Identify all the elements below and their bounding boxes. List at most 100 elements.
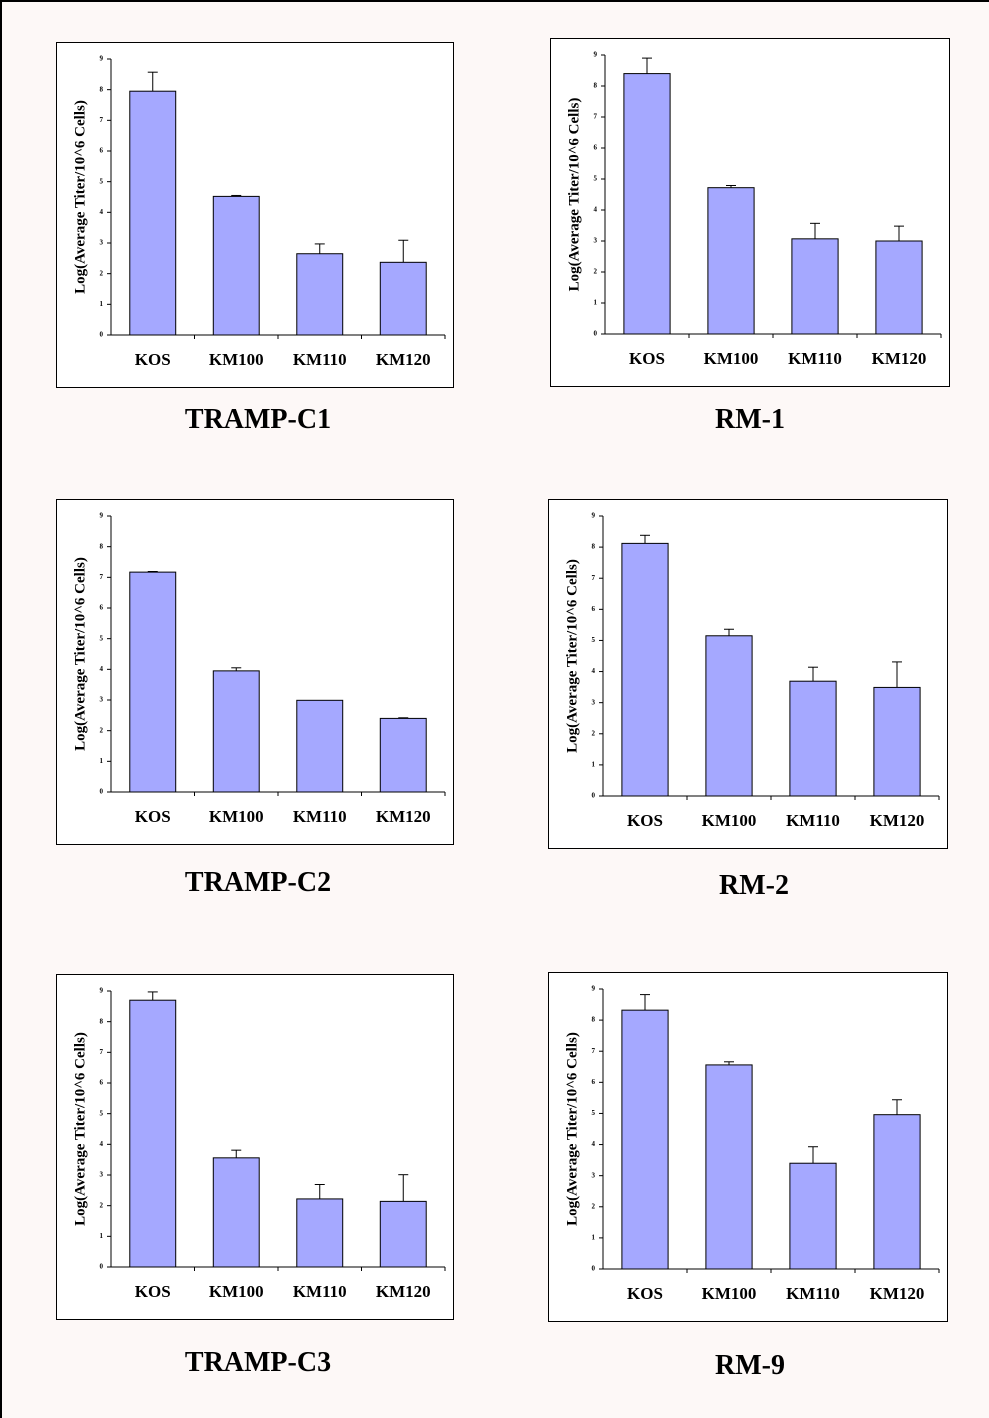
y-tick-label: 1 — [594, 299, 598, 307]
y-tick-label: 3 — [100, 1171, 104, 1179]
y-tick-label: 6 — [100, 147, 104, 155]
chart-rm-1: Log(Average Titer/10^6 Cells) 0 1 2 3 4 5 6 7 8 9 K… — [550, 38, 950, 387]
y-tick-label: 8 — [592, 543, 596, 551]
y-tick-label: 0 — [100, 331, 104, 339]
y-tick-label: 5 — [100, 634, 104, 642]
bar — [379, 717, 427, 793]
chart-caption-rm-1: RM-1 — [715, 404, 785, 435]
y-tick-label: 5 — [592, 636, 596, 644]
x-tick-label: KM100 — [209, 807, 264, 826]
y-tick-label: 2 — [100, 726, 104, 734]
x-tick-label: KM100 — [209, 1282, 264, 1301]
bar — [212, 1157, 260, 1268]
y-tick-label: 7 — [100, 116, 104, 124]
bar — [129, 999, 177, 1268]
x-tick-label: KOS — [135, 350, 171, 369]
chart-svg-tramp-c2: Log(Average Titer/10^6 Cells) 0 1 2 3 4 5 6 7 8 9 K… — [72, 512, 446, 826]
y-tick-label: 4 — [592, 667, 596, 675]
x-tick-label: KM110 — [788, 349, 842, 368]
y-tick-label: 1 — [100, 757, 104, 765]
chart-caption-rm-9: RM-9 — [715, 1350, 785, 1381]
y-tick-label: 7 — [594, 113, 598, 121]
bar — [129, 90, 177, 336]
y-axis-title: Log(Average Titer/10^6 Cells) — [564, 1032, 580, 1226]
y-tick-label: 9 — [100, 987, 104, 995]
y-tick-label: 7 — [100, 573, 104, 581]
chart-svg-rm-1: Log(Average Titer/10^6 Cells) 0 1 2 3 4 5 6 7 8 9 K… — [566, 51, 942, 368]
x-tick-label: KM110 — [786, 811, 840, 830]
x-tick-label: KM120 — [376, 350, 431, 369]
y-tick-label: 3 — [592, 698, 596, 706]
x-tick-label: KM120 — [376, 807, 431, 826]
x-tick-label: KM120 — [872, 349, 927, 368]
y-tick-label: 4 — [100, 665, 104, 673]
y-tick-label: 9 — [100, 512, 104, 520]
bar — [212, 195, 260, 336]
bar — [705, 635, 753, 797]
x-tick-label: KM110 — [293, 807, 347, 826]
chart-svg-rm-9: Log(Average Titer/10^6 Cells) 0 1 2 3 4 5 6 7 8 9 K… — [564, 985, 940, 1303]
x-tick-label: KM110 — [786, 1284, 840, 1303]
y-tick-label: 0 — [100, 1263, 104, 1271]
y-tick-label: 1 — [592, 760, 596, 768]
bar — [789, 1162, 837, 1270]
x-tick-label: KOS — [627, 1284, 663, 1303]
bar — [379, 261, 427, 336]
y-tick-label: 7 — [100, 1048, 104, 1056]
chart-svg-rm-2: Log(Average Titer/10^6 Cells) 0 1 2 3 4 5 6 7 8 9 K… — [564, 512, 940, 830]
y-tick-label: 3 — [594, 237, 598, 245]
chart-tramp-c1: Log(Average Titer/10^6 Cells) 0 1 2 3 4 5 6 7 8 9 K… — [56, 42, 454, 388]
y-tick-label: 4 — [100, 208, 104, 216]
y-tick-label: 5 — [100, 1109, 104, 1117]
bar — [623, 73, 671, 335]
x-tick-label: KM100 — [702, 1284, 757, 1303]
y-tick-label: 3 — [100, 239, 104, 247]
y-tick-label: 1 — [100, 1232, 104, 1240]
y-tick-label: 0 — [100, 788, 104, 796]
bar — [296, 1198, 344, 1268]
y-tick-label: 1 — [592, 1233, 596, 1241]
y-tick-label: 6 — [592, 1078, 596, 1086]
y-tick-label: 9 — [594, 51, 598, 59]
y-tick-label: 0 — [592, 792, 596, 800]
y-tick-label: 5 — [100, 177, 104, 185]
bar — [873, 686, 921, 797]
y-axis-title: Log(Average Titer/10^6 Cells) — [72, 557, 88, 751]
bar — [789, 680, 837, 797]
bar — [791, 238, 839, 335]
y-tick-label: 0 — [592, 1265, 596, 1273]
y-tick-label: 5 — [594, 175, 598, 183]
y-tick-label: 2 — [100, 1201, 104, 1209]
y-tick-label: 4 — [592, 1140, 596, 1148]
y-tick-label: 7 — [592, 574, 596, 582]
y-tick-label: 3 — [592, 1171, 596, 1179]
chart-caption-tramp-c1: TRAMP-C1 — [184, 404, 332, 435]
y-tick-label: 4 — [594, 206, 598, 214]
chart-svg-tramp-c1: Log(Average Titer/10^6 Cells) 0 1 2 3 4 5 6 7 8 9 K… — [72, 55, 446, 369]
y-tick-label: 6 — [594, 144, 598, 152]
x-tick-label: KM110 — [293, 1282, 347, 1301]
x-tick-label: KOS — [627, 811, 663, 830]
y-tick-label: 9 — [100, 55, 104, 63]
y-axis-title: Log(Average Titer/10^6 Cells) — [72, 1032, 88, 1226]
x-tick-label: KOS — [135, 807, 171, 826]
bar — [379, 1200, 427, 1268]
y-tick-label: 2 — [100, 269, 104, 277]
y-axis-title: Log(Average Titer/10^6 Cells) — [566, 98, 582, 292]
y-tick-label: 2 — [594, 268, 598, 276]
x-tick-label: KM120 — [870, 811, 925, 830]
y-tick-label: 2 — [592, 729, 596, 737]
x-tick-label: KOS — [629, 349, 665, 368]
chart-caption-rm-2: RM-2 — [719, 870, 789, 901]
y-tick-label: 6 — [100, 1079, 104, 1087]
y-tick-label: 8 — [592, 1016, 596, 1024]
y-tick-label: 6 — [100, 604, 104, 612]
bar — [296, 253, 344, 336]
chart-rm-9: Log(Average Titer/10^6 Cells) 0 1 2 3 4 5 6 7 8 9 K… — [548, 972, 948, 1322]
chart-caption-tramp-c3: TRAMP-C3 — [184, 1347, 332, 1378]
chart-svg-tramp-c3: Log(Average Titer/10^6 Cells) 0 1 2 3 4 5 6 7 8 9 K… — [72, 987, 446, 1301]
x-tick-label: KM120 — [376, 1282, 431, 1301]
bar — [873, 1114, 921, 1270]
y-tick-label: 9 — [592, 512, 596, 520]
